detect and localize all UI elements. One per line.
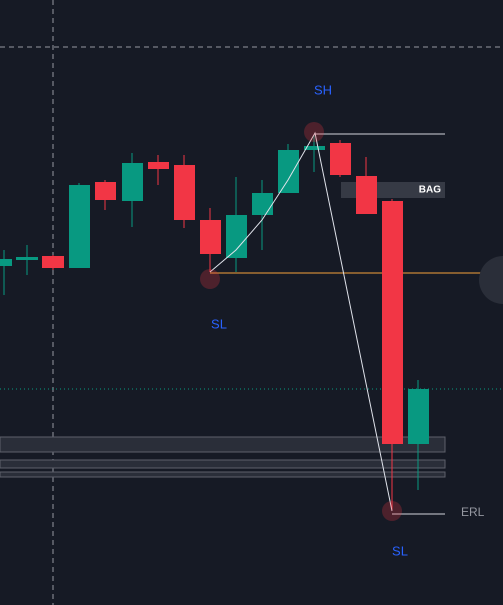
zone	[0, 471, 446, 478]
sl-label: SL	[392, 543, 408, 558]
candle	[148, 155, 169, 185]
erl-label: ERL	[461, 505, 485, 519]
candle	[408, 380, 429, 490]
candle	[356, 157, 377, 214]
candle	[69, 183, 90, 268]
candle	[278, 144, 299, 193]
candle	[382, 199, 403, 510]
candle	[226, 177, 247, 272]
zone	[0, 436, 446, 453]
sl-label: SL	[211, 316, 227, 331]
sh-label: SH	[314, 82, 332, 97]
candle	[0, 250, 12, 295]
candle	[200, 208, 221, 272]
swing-point	[304, 122, 324, 142]
scroll-button[interactable]	[479, 256, 503, 304]
candle	[304, 135, 325, 172]
candles	[0, 135, 429, 510]
candle	[16, 245, 38, 275]
bag-label: BAG	[419, 185, 441, 196]
swing-line	[209, 131, 393, 512]
candle	[95, 180, 116, 210]
candle	[330, 140, 351, 177]
candle	[252, 180, 273, 250]
swing-point	[200, 269, 220, 289]
swing-point	[382, 501, 402, 521]
candle	[42, 255, 64, 270]
candle	[174, 155, 195, 228]
candle	[122, 153, 143, 227]
zone	[0, 459, 446, 469]
